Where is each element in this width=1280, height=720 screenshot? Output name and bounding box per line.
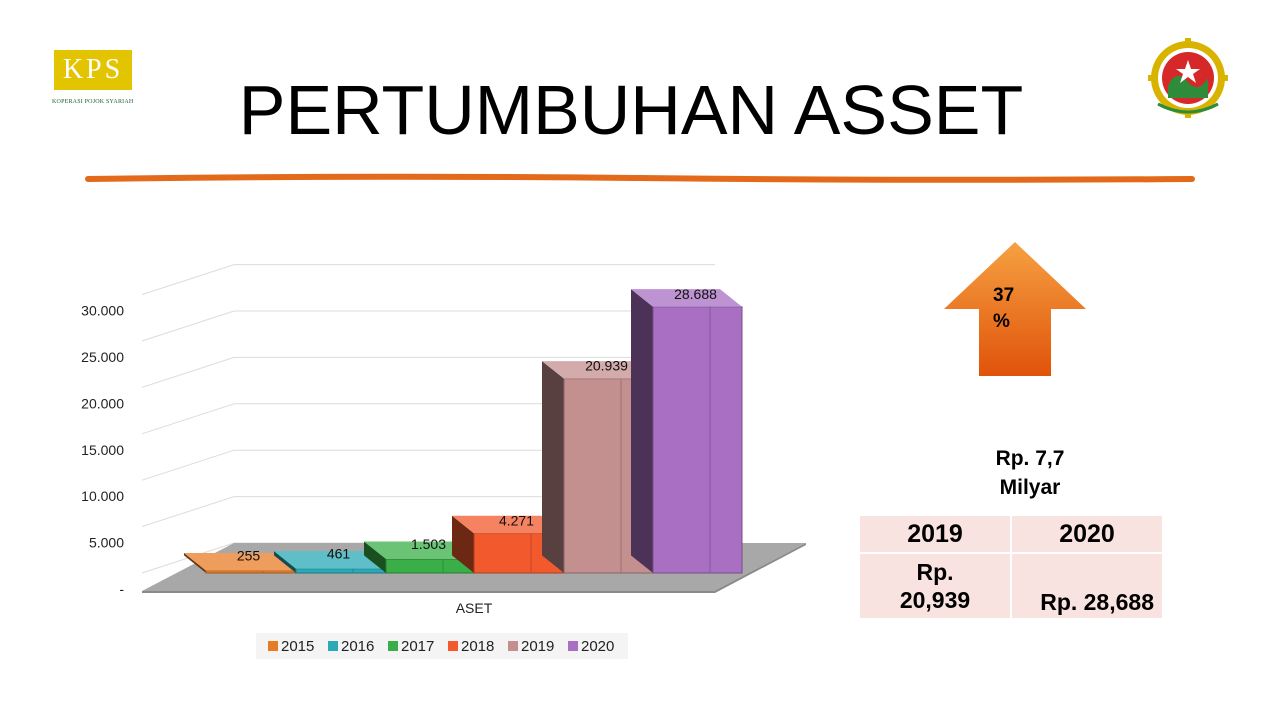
kps-logo: KPS KOPERASI POJOK SYARIAH — [52, 50, 134, 110]
page-title: PERTUMBUHAN ASSET — [238, 71, 1024, 149]
kps-logo-box — [54, 50, 132, 90]
legend-swatch — [508, 641, 518, 651]
bar-front — [295, 568, 386, 574]
bar-side — [542, 361, 564, 573]
legend: 2015 2016 2017 2018 2019 2020 — [256, 633, 628, 659]
growth-amount: Rp. 7,7 Milyar — [995, 447, 1065, 499]
growth-percent: 37 % — [993, 285, 1015, 332]
bar-front — [205, 570, 296, 574]
bar-side — [364, 541, 386, 573]
data-label: 461 — [327, 546, 351, 562]
bar-side — [631, 289, 653, 573]
bar-top — [452, 515, 563, 534]
gridline-diagonal — [141, 356, 235, 388]
bar-top — [542, 361, 653, 379]
gridline-diagonal — [141, 310, 235, 342]
bar-side — [452, 515, 474, 573]
legend-label: 2018 — [461, 638, 494, 655]
data-label: 1.503 — [411, 536, 446, 552]
y-tick-label: 30.000 — [81, 303, 124, 319]
legend-label: 2015 — [281, 638, 314, 655]
bar-top — [364, 541, 475, 560]
legend-label: 2017 — [401, 638, 434, 655]
bar-front — [652, 306, 743, 574]
bar-top — [184, 553, 295, 571]
y-tick-label: 10.000 — [81, 488, 124, 504]
data-label: 28.688 — [674, 286, 717, 302]
bar-side — [274, 551, 296, 573]
kps-logo-text: KPS — [62, 54, 124, 85]
bar-2017: 1.503 — [364, 536, 476, 574]
legend-label: 2019 — [521, 638, 554, 655]
summary-value-2019: Rp. 20,939 — [858, 552, 1012, 620]
gridline-diagonal — [141, 496, 235, 528]
legend-label: 2016 — [341, 638, 374, 655]
x-axis-label: ASET — [456, 600, 493, 616]
summary-table: 2019 2020 Rp. 20,939 Rp. 28,688 — [858, 514, 1164, 620]
y-tick-label: 15.000 — [81, 442, 124, 458]
up-arrow-icon — [944, 242, 1086, 376]
legend-swatch — [568, 641, 578, 651]
y-tick-label: - — [119, 581, 124, 597]
legend-swatch — [388, 641, 398, 651]
bar-2015: 255 — [184, 548, 296, 574]
title-divider — [85, 173, 1195, 183]
gridline-diagonal — [141, 403, 235, 435]
legend-swatch — [268, 641, 278, 651]
summary-header-2019: 2019 — [858, 514, 1012, 554]
bar-side — [184, 553, 206, 573]
legend-background — [256, 633, 628, 659]
summary-header-2020: 2020 — [1010, 514, 1164, 554]
y-tick-label: 5.000 — [89, 535, 124, 551]
summary-value-2020: Rp. 28,688 — [1010, 552, 1164, 620]
bar-2020: 28.688 — [631, 286, 743, 574]
cooperative-emblem-icon — [1148, 38, 1228, 118]
y-tick-label: 20.000 — [81, 395, 124, 411]
legend-swatch — [328, 641, 338, 651]
bar-top — [631, 289, 742, 307]
gridline-diagonal — [141, 264, 235, 296]
bar-top — [274, 551, 385, 569]
gridline-diagonal — [141, 449, 235, 481]
data-label: 255 — [237, 548, 261, 564]
data-label: 4.271 — [499, 512, 534, 528]
bar-2016: 461 — [274, 546, 386, 574]
asset-bar-chart: - 5.000 10.000 15.000 20.000 25.000 30.000 255 4… — [81, 264, 806, 659]
data-label: 20.939 — [585, 358, 628, 374]
legend-swatch — [448, 641, 458, 651]
kps-logo-caption: KOPERASI POJOK SYARIAH — [52, 99, 134, 105]
y-tick-label: 25.000 — [81, 349, 124, 365]
legend-label: 2020 — [581, 638, 614, 655]
